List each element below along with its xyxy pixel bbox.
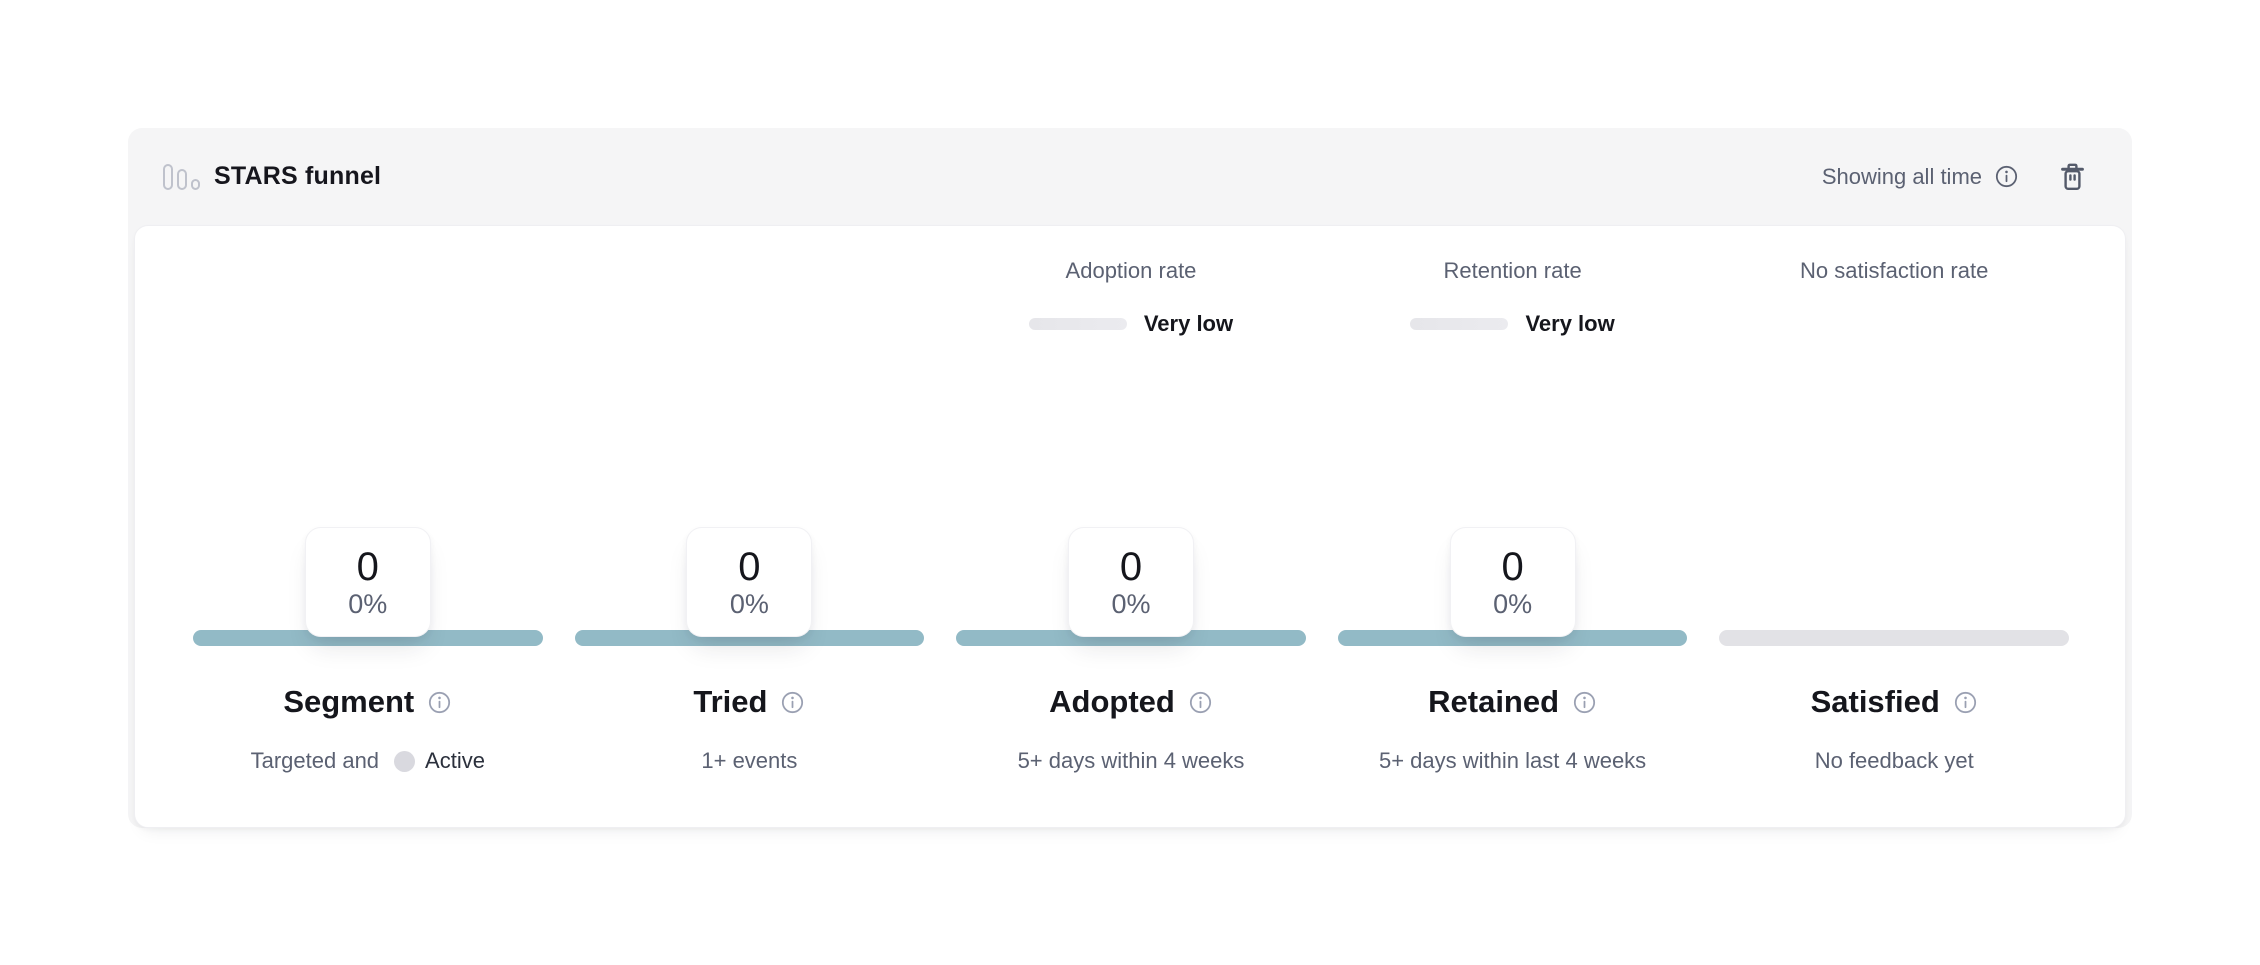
stage-description-text: No feedback yet [1814,748,1974,773]
stage-title-row: Segment [193,684,543,720]
funnel-bar [956,630,1306,646]
funnel-card: 0 0% Segment Target [134,225,2126,828]
funnel-columns: 0 0% Segment Target [193,226,2069,827]
funnel-bar [1337,630,1688,646]
rate-level-text: Very low [1143,311,1234,336]
stage-description: Targeted and Active [193,746,543,776]
stage-title: Retained [1428,684,1560,719]
widget-header: STARS funnel Showing all time [128,128,2132,225]
stage-value-card: 0 0% [686,527,813,637]
active-status-dot [394,750,416,772]
widget-header-left: STARS funnel [163,162,381,191]
stage-value: 0 [356,544,379,589]
funnel-bar [193,630,543,646]
rate-level-pill [1410,318,1509,330]
stage-title: Segment [283,684,415,719]
stage-description: 5+ days within last 4 weeks [1338,746,1688,776]
stage-title: Satisfied [1810,684,1940,719]
stage-column-adopted: Adoption rate Very low 0 0% Adopted [956,226,1306,827]
delete-widget-button[interactable] [2059,162,2086,192]
stage-value-card: 0 0% [304,527,431,637]
stage-value-card: 0 0% [1449,527,1576,637]
stage-description-text: 5+ days within 4 weeks [1017,748,1245,773]
stars-funnel-widget: STARS funnel Showing all time [128,128,2132,828]
funnel-bar [574,630,925,646]
satisfaction-rate-label: No satisfaction rate [1800,258,1989,283]
stage-value: 0 [1501,544,1524,589]
stage-percent: 0% [729,588,769,619]
stage-value: 0 [1119,544,1143,589]
stage-value-card: 0 0% [1067,527,1194,637]
info-icon[interactable] [1572,690,1597,715]
stage-title: Adopted [1049,684,1175,719]
stage-description-status: Active [425,748,485,773]
stage-percent: 0% [1111,588,1151,619]
stage-title-row: Adopted [956,684,1306,720]
retention-rate-level: Very low [1338,311,1688,337]
stage-column-segment: 0 0% Segment Target [193,226,543,827]
rate-level-pill [1028,318,1127,330]
trash-icon [2059,162,2086,192]
stage-description-text: 5+ days within last 4 weeks [1378,748,1647,773]
stage-column-tried: 0 0% Tried 1+ event [574,226,925,827]
adoption-rate-level: Very low [956,311,1306,337]
stage-value: 0 [738,544,761,589]
adoption-rate-label: Adoption rate [1065,258,1197,283]
funnel-bar-empty [1719,630,2069,646]
info-icon[interactable] [1953,690,1978,715]
info-icon[interactable] [780,690,805,715]
stage-title-row: Satisfied [1719,684,2069,720]
stage-description-text: 1+ events [701,748,798,773]
rate-level-text: Very low [1525,311,1615,336]
stage-column-retained: Retention rate Very low 0 0% Retained [1337,226,1688,827]
funnel-chart-icon [163,163,200,190]
info-icon[interactable] [1188,690,1213,715]
info-icon[interactable] [427,690,452,715]
stage-description: No feedback yet [1719,746,2069,776]
stage-title-row: Retained [1338,684,1688,720]
stage-description: 5+ days within 4 weeks [956,746,1306,776]
time-range-label: Showing all time [1821,163,1982,189]
stage-description: 1+ events [575,746,925,776]
stage-percent: 0% [1493,588,1533,619]
stage-column-satisfied: No satisfaction rate Satisfied No feedba… [1719,226,2069,827]
stage-description-prefix: Targeted and [250,748,380,773]
widget-header-right: Showing all time [1822,162,2086,192]
widget-title: STARS funnel [214,162,382,190]
stage-title-row: Tried [575,684,925,720]
retention-rate-label: Retention rate [1443,258,1582,283]
info-icon[interactable] [1994,164,2019,189]
stage-title: Tried [693,684,768,719]
stage-percent: 0% [348,588,388,619]
